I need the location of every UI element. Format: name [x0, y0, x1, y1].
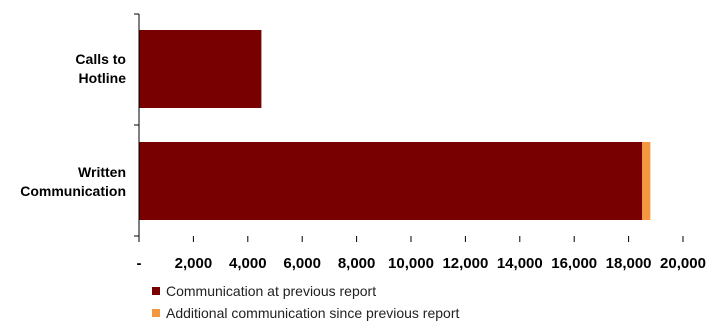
x-tick-label: 18,000 [606, 255, 652, 272]
x-tick-label: 20,000 [660, 255, 706, 272]
bar-previous-report-0 [139, 30, 262, 108]
category-label-written-communication: Written Communication [0, 163, 126, 201]
legend-label-previous-report: Communication at previous report [166, 283, 377, 299]
x-tick-label: 16,000 [551, 255, 597, 272]
x-tick-label: 6,000 [283, 255, 321, 272]
bar-previous-report-1 [139, 142, 643, 220]
x-tick-label: 14,000 [497, 255, 543, 272]
legend-item-additional-communication: Additional communication since previous … [152, 302, 459, 324]
legend-label-additional-communication: Additional communication since previous … [166, 305, 460, 321]
category-label-line: Communication [20, 183, 126, 199]
x-tick-label: 12,000 [442, 255, 488, 272]
x-tick-label: - [137, 255, 142, 272]
x-tick-label: 10,000 [388, 255, 434, 272]
x-tick-label: 2,000 [175, 255, 213, 272]
legend-swatch-additional-communication [152, 309, 160, 317]
legend: Communication at previous report Additio… [152, 280, 459, 324]
category-label-line: Calls to [75, 51, 126, 67]
x-tick-label: 8,000 [338, 255, 376, 272]
bar-additional-communication-1 [642, 142, 651, 220]
category-label-line: Hotline [78, 70, 126, 86]
x-tick-label: 4,000 [229, 255, 267, 272]
category-label-calls-to-hotline: Calls to Hotline [0, 50, 126, 88]
legend-swatch-previous-report [152, 287, 160, 295]
legend-item-previous-report: Communication at previous report [152, 280, 459, 302]
category-label-line: Written [78, 164, 126, 180]
